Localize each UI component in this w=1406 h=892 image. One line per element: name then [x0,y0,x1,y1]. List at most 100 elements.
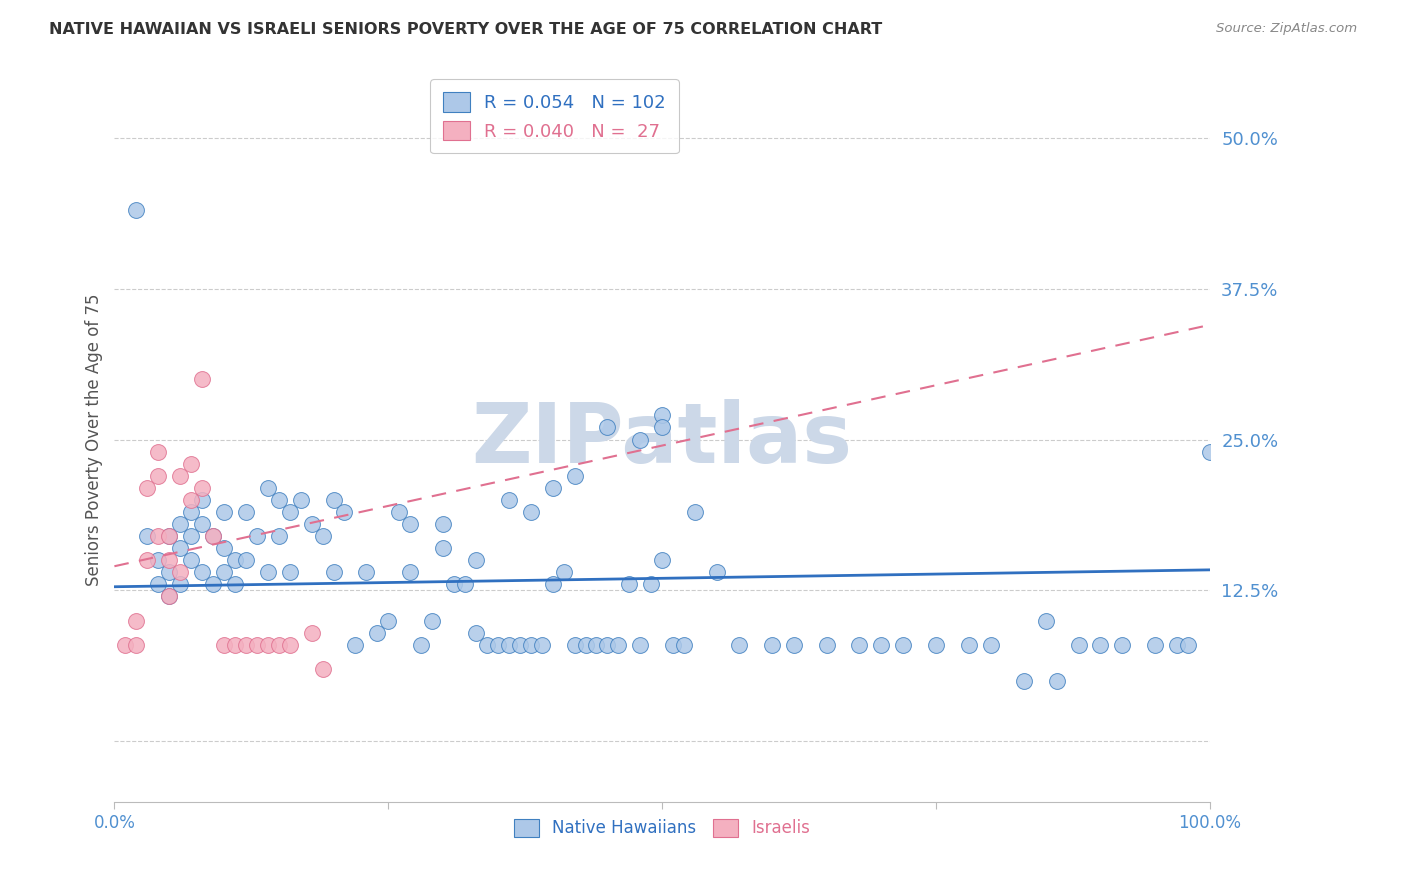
Point [1090,638,1112,652]
Point [564,638,586,652]
Y-axis label: Seniors Poverty Over the Age of 75: Seniors Poverty Over the Age of 75 [86,293,103,586]
Point [574,638,596,652]
Point [498,492,520,507]
Point [311,529,333,543]
Point [256,638,278,652]
Point [148,444,170,458]
Point [1166,638,1188,652]
Point [267,529,290,543]
Point [651,420,673,434]
Point [1046,673,1069,688]
Point [235,553,257,567]
Point [202,577,225,591]
Point [530,638,553,652]
Point [541,577,564,591]
Point [333,505,356,519]
Point [1012,673,1035,688]
Point [301,625,323,640]
Point [432,516,454,531]
Point [420,614,443,628]
Point [169,566,191,580]
Point [980,638,1002,652]
Point [411,638,433,652]
Point [1035,614,1057,628]
Point [114,638,136,652]
Point [519,638,541,652]
Point [377,614,399,628]
Point [519,505,541,519]
Point [706,566,728,580]
Point [169,577,191,591]
Point [619,577,641,591]
Point [509,638,531,652]
Point [136,481,159,495]
Point [180,529,202,543]
Point [157,590,180,604]
Point [157,553,180,567]
Point [1067,638,1090,652]
Point [628,638,651,652]
Point [465,553,488,567]
Point [628,433,651,447]
Point [925,638,948,652]
Point [157,566,180,580]
Point [388,505,411,519]
Point [246,529,269,543]
Point [815,638,838,652]
Point [180,492,202,507]
Point [157,529,180,543]
Point [212,566,235,580]
Point [301,516,323,531]
Point [148,553,170,567]
Point [1111,638,1133,652]
Text: NATIVE HAWAIIAN VS ISRAELI SENIORS POVERTY OVER THE AGE OF 75 CORRELATION CHART: NATIVE HAWAIIAN VS ISRAELI SENIORS POVER… [49,22,883,37]
Point [157,590,180,604]
Point [136,529,159,543]
Point [783,638,806,652]
Point [191,516,214,531]
Point [957,638,980,652]
Point [356,566,378,580]
Point [475,638,498,652]
Point [191,492,214,507]
Point [180,457,202,471]
Point [278,566,301,580]
Point [202,529,225,543]
Point [278,505,301,519]
Point [235,638,257,652]
Point [180,553,202,567]
Point [125,203,148,218]
Point [125,638,148,652]
Point [180,505,202,519]
Point [212,638,235,652]
Point [212,541,235,555]
Point [256,481,278,495]
Point [169,516,191,531]
Point [651,409,673,423]
Point [662,638,685,652]
Point [553,566,575,580]
Point [891,638,914,652]
Point [541,481,564,495]
Point [212,505,235,519]
Point [125,614,148,628]
Point [761,638,783,652]
Point [465,625,488,640]
Point [344,638,367,652]
Point [322,566,344,580]
Point [224,577,246,591]
Point [399,516,422,531]
Point [148,529,170,543]
Point [191,372,214,386]
Point [399,566,422,580]
Point [169,541,191,555]
Point [673,638,696,652]
Point [169,468,191,483]
Point [267,492,290,507]
Point [311,662,333,676]
Point [564,468,586,483]
Point [290,492,312,507]
Point [683,505,706,519]
Point [443,577,465,591]
Point [728,638,751,652]
